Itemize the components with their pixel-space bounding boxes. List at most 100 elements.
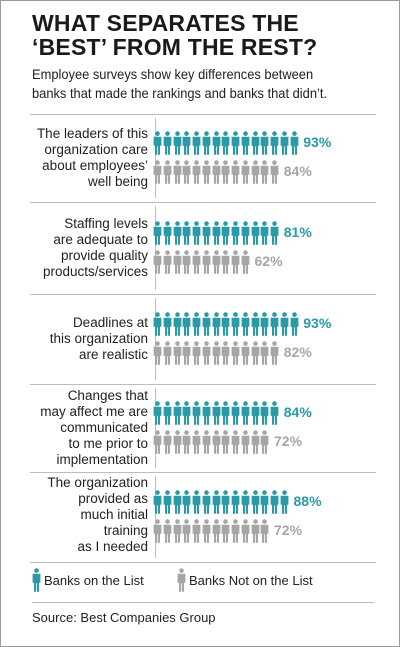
person-icon [260, 131, 269, 155]
person-icon [202, 519, 211, 543]
title-line-2: ‘BEST’ FROM THE REST? [32, 34, 318, 60]
category-label-line: are realistic [78, 347, 148, 362]
legend-item-list: Banks on the List [32, 568, 144, 592]
person-icon [251, 519, 259, 543]
person-icon [182, 430, 191, 454]
person-icon [173, 131, 181, 155]
person-icon [163, 401, 172, 425]
person-icon [192, 490, 201, 514]
value-label-list: 93% [303, 134, 332, 150]
person-icon [212, 430, 220, 454]
category-label-line: The organization [47, 475, 148, 490]
person-icon [192, 519, 201, 543]
person-icon [231, 490, 240, 514]
person-icon [192, 430, 201, 454]
person-icon [173, 250, 181, 274]
person-icon [241, 430, 250, 454]
person-icon [221, 221, 230, 245]
row-divider-horizontal [30, 384, 376, 385]
chart-row: The organization provided as much initial t… [30, 472, 376, 562]
person-icon [260, 401, 269, 425]
value-label-notlist: 72% [274, 522, 303, 538]
person-icon [231, 401, 240, 425]
row-divider-vertical [155, 298, 156, 380]
category-label: Staffing levels are adequate to provide qu… [30, 206, 148, 290]
person-icon [182, 160, 191, 184]
value-label-list: 88% [293, 493, 322, 509]
person-icon [182, 401, 191, 425]
person-icon [173, 401, 181, 425]
person-icon [163, 250, 172, 274]
person-icon [192, 341, 201, 365]
row-divider-vertical [155, 118, 156, 198]
person-icon [251, 490, 259, 514]
legend-item-notlist: Banks Not on the List [177, 568, 313, 592]
person-icon [270, 341, 279, 365]
person-icon [182, 312, 191, 336]
person-icon [212, 221, 220, 245]
chart-title: WHAT SEPARATES THE ‘BEST’ FROM THE REST? [32, 11, 382, 59]
person-icon [241, 401, 250, 425]
person-icon [182, 131, 191, 155]
person-icon [192, 250, 201, 274]
person-icon [221, 430, 230, 454]
person-icon [260, 160, 269, 184]
person-icon [173, 430, 181, 454]
person-icon [202, 401, 211, 425]
person-icon [153, 401, 162, 425]
person-icon [177, 568, 186, 592]
person-icon [153, 490, 162, 514]
subtitle-line-2: banks that made the rankings and banks t… [32, 85, 328, 101]
person-icon [153, 160, 162, 184]
person-icon [182, 221, 191, 245]
person-icon [231, 430, 240, 454]
person-icon [182, 519, 191, 543]
title-line-1: WHAT SEPARATES THE [32, 10, 299, 36]
person-icon [163, 312, 172, 336]
person-icon [202, 430, 211, 454]
person-icon [231, 312, 240, 336]
person-icon [251, 131, 259, 155]
person-icon [251, 430, 259, 454]
person-icon [241, 221, 250, 245]
category-label-line: well being [87, 174, 148, 189]
category-label-line: training [103, 523, 148, 538]
person-icon [241, 131, 250, 155]
category-label-line: organization care [44, 142, 148, 157]
person-icon [212, 312, 220, 336]
person-icon [153, 341, 162, 365]
person-icon [173, 490, 181, 514]
category-label-line: as I needed [77, 539, 148, 554]
chart-subtitle: Employee surveys show key differences be… [32, 65, 363, 103]
value-label-notlist: 84% [283, 163, 312, 179]
person-icon [153, 430, 162, 454]
row-divider-horizontal [30, 114, 376, 115]
person-icon [231, 221, 240, 245]
row-divider-horizontal [30, 562, 376, 563]
person-icon [221, 401, 230, 425]
person-icon [270, 160, 279, 184]
person-icon [32, 568, 41, 592]
value-label-list: 93% [303, 315, 332, 331]
person-icon [260, 490, 269, 514]
category-label-line: to me prior to [68, 436, 148, 451]
person-icon [270, 131, 279, 155]
person-icon [182, 341, 191, 365]
person-icon [212, 490, 220, 514]
person-icon [212, 250, 220, 274]
person-icon [163, 131, 172, 155]
person-icon [231, 519, 240, 543]
person-icon [163, 490, 172, 514]
category-label-line: about employees’ [42, 158, 148, 173]
category-label-line: Deadlines at [72, 315, 148, 330]
person-icon [280, 490, 289, 514]
row-divider-horizontal [30, 472, 376, 473]
person-icon [192, 312, 201, 336]
person-icon [182, 250, 191, 274]
person-icon [173, 341, 181, 365]
person-icon [192, 401, 201, 425]
person-icon [241, 519, 250, 543]
person-icon [251, 312, 259, 336]
person-icon [202, 221, 211, 245]
person-icon [231, 341, 240, 365]
